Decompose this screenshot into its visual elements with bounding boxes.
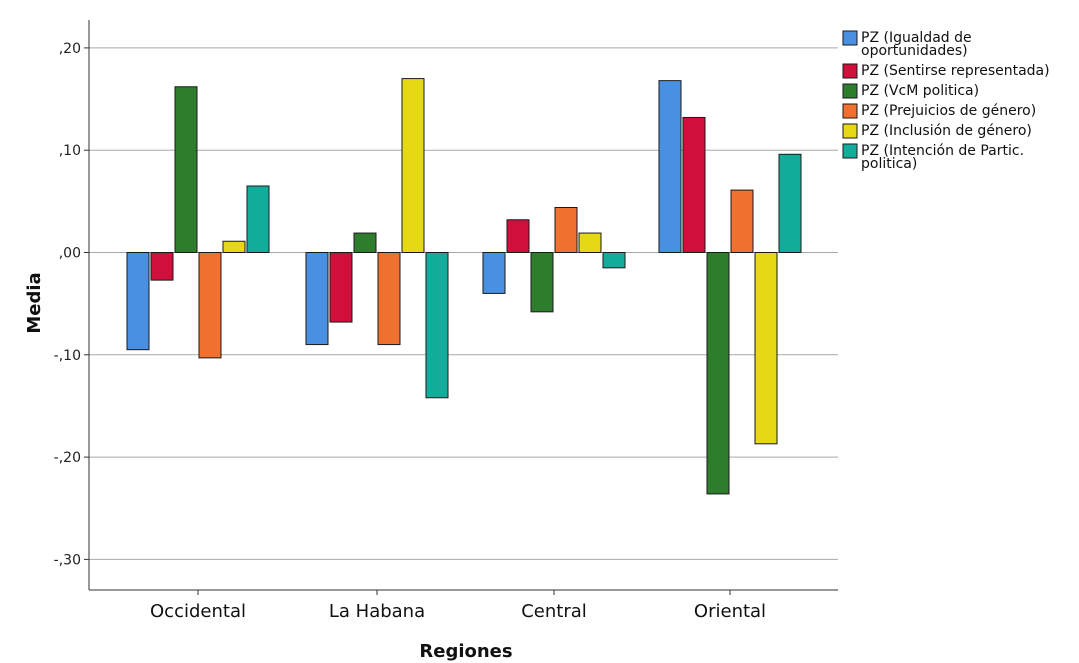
bar — [329, 252, 353, 323]
x-tick-label: Occidental — [150, 601, 246, 622]
bar — [150, 252, 174, 281]
x-tick-label: Central — [521, 601, 587, 622]
x-axis-categories: Occidental La Habana Central Oriental — [150, 590, 766, 622]
bar — [754, 252, 778, 445]
legend-label: PZ (Sentirse representada) — [861, 63, 1050, 79]
bar — [222, 240, 246, 253]
axes — [88, 20, 838, 591]
y-tick-label: -,30 — [54, 552, 81, 568]
bar — [554, 206, 578, 254]
bar — [425, 252, 449, 399]
bar — [658, 80, 682, 253]
legend-label: PZ (Prejuicios de género) — [861, 103, 1036, 119]
legend-label: PZ (VcM politica) — [861, 83, 979, 99]
bar — [506, 219, 530, 254]
legend-swatch — [842, 30, 858, 46]
bar — [602, 252, 626, 269]
y-tick-label: ,20 — [59, 41, 81, 57]
bar — [578, 232, 602, 254]
bar — [246, 185, 270, 254]
y-axis-ticks: ,20 ,10 ,00 -,10 -,20 -,30 — [54, 41, 81, 569]
bar — [353, 232, 377, 254]
x-axis-title: Regiones — [419, 641, 512, 662]
bar — [174, 86, 198, 253]
bars — [126, 78, 802, 495]
legend-label: PZ (Igualdad de — [861, 30, 972, 46]
legend-label: oportunidades) — [861, 43, 968, 59]
bar — [682, 116, 706, 253]
x-tick-label: Oriental — [694, 601, 766, 622]
legend-swatch — [842, 103, 858, 119]
bar — [730, 189, 754, 253]
bar — [530, 252, 554, 313]
y-tick-label: -,10 — [54, 348, 81, 364]
bar — [377, 252, 401, 346]
legend-swatch — [842, 123, 858, 139]
y-axis-title: Media — [24, 272, 45, 333]
legend-swatch — [842, 143, 858, 159]
legend-swatch — [842, 63, 858, 79]
bar — [198, 252, 222, 359]
bar — [706, 252, 730, 495]
bar — [482, 252, 506, 294]
x-tick-label: La Habana — [329, 601, 425, 622]
bar — [126, 252, 150, 351]
legend-label: politica) — [861, 156, 917, 172]
y-tick-label: -,20 — [54, 450, 81, 466]
bar — [401, 78, 425, 253]
bar — [305, 252, 329, 346]
legend-label: PZ (Intención de Partic. — [861, 143, 1024, 159]
y-tick-label: ,10 — [59, 143, 81, 159]
bar — [778, 153, 802, 254]
y-tick-label: ,00 — [59, 246, 81, 262]
legend-label: PZ (Inclusión de género) — [861, 123, 1032, 139]
legend-swatch — [842, 83, 858, 99]
